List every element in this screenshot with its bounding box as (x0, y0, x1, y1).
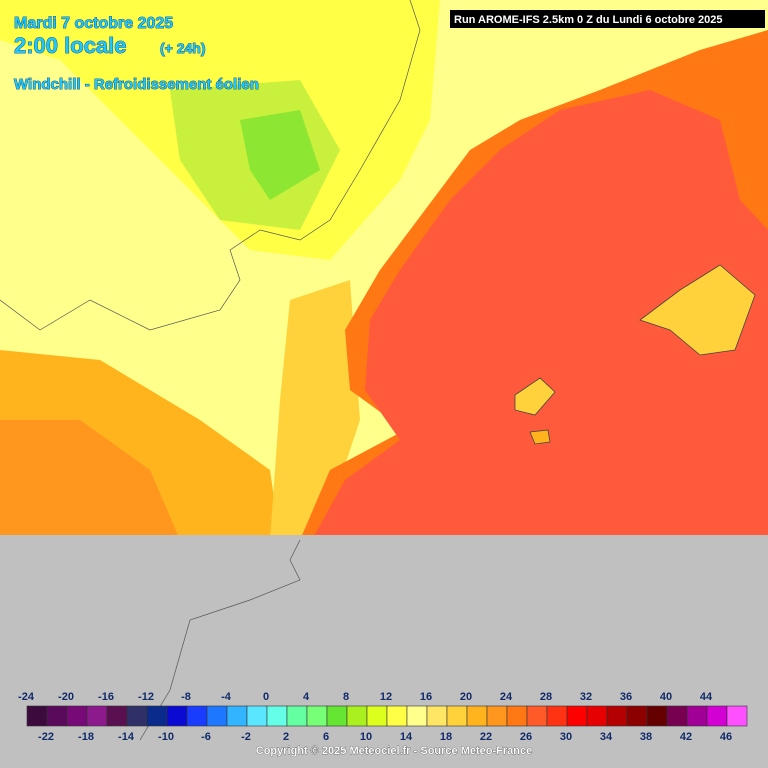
legend-tick-label: 24 (500, 691, 513, 703)
legend-tick-label: 4 (303, 691, 310, 703)
legend-swatch (446, 705, 468, 727)
legend-swatch (626, 705, 648, 727)
border (0, 0, 421, 331)
legend-swatch (666, 705, 688, 727)
legend-tick-label: 32 (580, 691, 592, 703)
copyright: Copyright © 2025 Meteociel.fr - Source M… (256, 745, 532, 757)
legend-swatch (26, 705, 48, 727)
legend-swatch (106, 705, 128, 727)
legend-tick-label: -12 (138, 691, 154, 703)
run-box (450, 10, 765, 28)
legend-swatch (686, 705, 708, 727)
parameter: Windchill - Refroidissement éolien (14, 76, 259, 93)
lead: (+ 24h) (160, 40, 206, 56)
legend-tick-label: -18 (78, 731, 94, 743)
legend-tick-label: 8 (343, 691, 349, 703)
legend-tick-label: -16 (98, 691, 114, 703)
legend-tick-label: -2 (241, 731, 251, 743)
legend-swatch (486, 705, 508, 727)
legend-swatch (606, 705, 628, 727)
legend-swatch (586, 705, 608, 727)
legend-tick-label: 38 (640, 731, 652, 743)
legend-swatch (406, 705, 428, 727)
legend-tick-label: 10 (360, 731, 372, 743)
legend-tick-label: 16 (420, 691, 432, 703)
legend-swatch (66, 705, 88, 727)
legend-swatch (726, 705, 748, 727)
legend-tick-label: -6 (201, 731, 211, 743)
legend-swatch (546, 705, 568, 727)
legend-tick-label: -24 (18, 691, 35, 703)
island (639, 264, 756, 356)
legend-swatch (186, 705, 208, 727)
legend-swatch (646, 705, 668, 727)
legend-tick-label: 20 (460, 691, 472, 703)
legend-tick-label: 14 (400, 731, 413, 743)
legend-swatch (146, 705, 168, 727)
legend-tick-label: 46 (720, 731, 732, 743)
legend-swatch (466, 705, 488, 727)
legend-tick-label: 2 (283, 731, 289, 743)
legend-tick-label: -10 (158, 731, 174, 743)
sea (312, 90, 768, 540)
legend-swatch (266, 705, 288, 727)
legend: -24-22-20-18-16-14-12-10-8-6-4-202468101… (18, 691, 748, 743)
land-zone (0, 420, 180, 540)
legend-swatch (206, 705, 228, 727)
coast (139, 539, 301, 741)
legend-tick-label: 12 (380, 691, 392, 703)
legend-swatch (86, 705, 108, 727)
legend-tick-label: 34 (600, 731, 613, 743)
legend-tick-label: 26 (520, 731, 532, 743)
island (514, 377, 556, 416)
legend-tick-label: 44 (700, 691, 713, 703)
legend-swatch (126, 705, 148, 727)
legend-swatch (346, 705, 368, 727)
legend-tick-label: 22 (480, 731, 492, 743)
legend-tick-label: 36 (620, 691, 632, 703)
legend-tick-label: 42 (680, 731, 692, 743)
legend-tick-label: 28 (540, 691, 552, 703)
legend-tick-label: -4 (221, 691, 232, 703)
legend-tick-label: -14 (118, 731, 135, 743)
legend-tick-label: 40 (660, 691, 672, 703)
legend-swatch (166, 705, 188, 727)
legend-tick-label: 0 (263, 691, 269, 703)
legend-swatch (366, 705, 388, 727)
legend-swatch (246, 705, 268, 727)
legend-swatch (286, 705, 308, 727)
legend-tick-label: -22 (38, 731, 54, 743)
legend-swatch (506, 705, 528, 727)
legend-swatch (426, 705, 448, 727)
legend-tick-label: -8 (181, 691, 191, 703)
date: Mardi 7 octobre 2025 (14, 15, 173, 32)
run-label: Run AROME-IFS 2.5km 0 Z du Lundi 6 octob… (454, 14, 723, 26)
legend-swatch (566, 705, 588, 727)
legend-swatch (46, 705, 68, 727)
time: 2:00 locale (14, 33, 127, 58)
legend-swatch (386, 705, 408, 727)
no-data (0, 535, 768, 768)
legend-tick-label: 6 (323, 731, 329, 743)
legend-swatch (326, 705, 348, 727)
legend-swatch (226, 705, 248, 727)
legend-swatch (526, 705, 548, 727)
island (529, 429, 551, 445)
legend-tick-label: 30 (560, 731, 572, 743)
legend-swatch (706, 705, 728, 727)
legend-tick-label: 18 (440, 731, 452, 743)
land-zone (240, 110, 320, 200)
legend-swatch (306, 705, 328, 727)
legend-tick-label: -20 (58, 691, 74, 703)
